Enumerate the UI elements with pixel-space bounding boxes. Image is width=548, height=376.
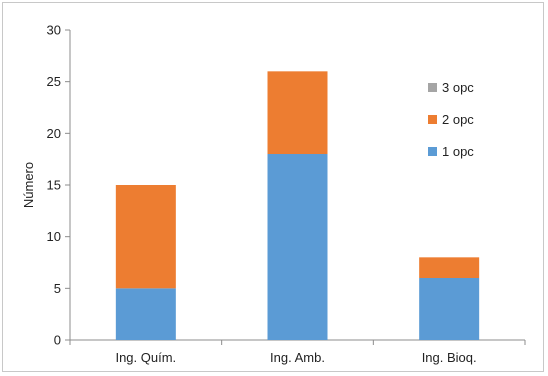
x-tick-label: Ing. Quím. bbox=[115, 350, 176, 365]
y-tick-label: 15 bbox=[47, 178, 61, 193]
y-tick-label: 0 bbox=[54, 333, 61, 348]
bars bbox=[115, 71, 480, 340]
bar-segment bbox=[115, 185, 176, 289]
y-axis: 0 5 10 15 20 25 30 bbox=[47, 23, 71, 348]
y-tick-label: 10 bbox=[47, 229, 61, 244]
legend-label: 1 opc bbox=[442, 144, 474, 159]
legend-label: 2 opc bbox=[442, 112, 474, 127]
legend: 3 opc 2 opc 1 opc bbox=[428, 80, 474, 159]
legend-swatch bbox=[428, 83, 437, 92]
bar-segment bbox=[419, 257, 480, 278]
x-tick-label: Ing. Amb. bbox=[270, 350, 325, 365]
bar-segment bbox=[267, 71, 328, 154]
y-axis-label: Número bbox=[21, 162, 36, 208]
y-tick-label: 25 bbox=[47, 74, 61, 89]
y-tick-label: 20 bbox=[47, 126, 61, 141]
bar-segment bbox=[267, 154, 328, 340]
legend-swatch bbox=[428, 147, 437, 156]
y-tick-label: 30 bbox=[47, 23, 61, 38]
x-tick-label: Ing. Bioq. bbox=[422, 350, 477, 365]
bar-segment bbox=[419, 278, 480, 340]
y-tick-label: 5 bbox=[54, 281, 61, 296]
bar-segment bbox=[115, 288, 176, 340]
legend-swatch bbox=[428, 115, 437, 124]
x-axis: Ing. Quím. Ing. Amb. Ing. Bioq. bbox=[69, 339, 526, 365]
legend-label: 3 opc bbox=[442, 80, 474, 95]
